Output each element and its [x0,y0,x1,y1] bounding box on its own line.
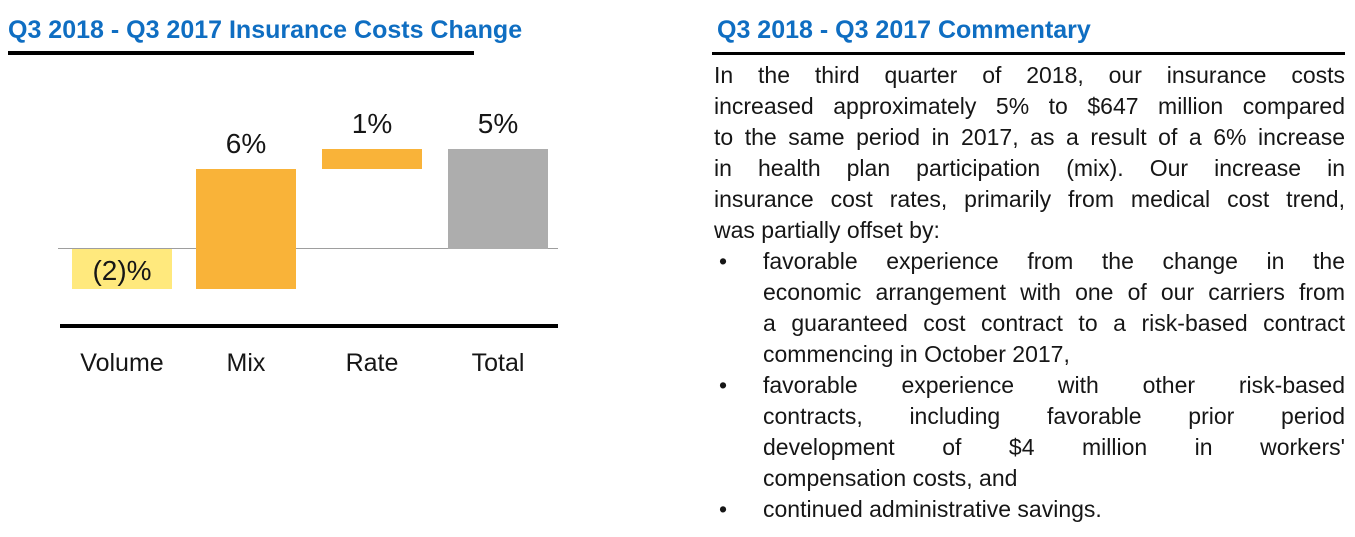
bullet-text: favorable experience from the change in … [763,246,1345,370]
category-label-rate: Rate [345,349,399,377]
bullet-2-line: development of $4 million in workers' [763,434,1345,460]
commentary-title: Q3 2018 - Q3 2017 Commentary [717,16,1091,44]
commentary-title-underline [712,52,1345,55]
value-label-mix: 6% [225,128,267,159]
bullet-item-1: • favorable experience from the change in… [714,246,1345,370]
bar-volume [72,249,172,289]
commentary-paragraph-line: in health plan participation (mix). Our … [714,155,1345,181]
bar-total [448,149,548,249]
chart-zero-line [58,248,558,249]
value-label-rate: 1% [351,108,393,139]
bullet-item-2: • favorable experience with other risk-ba… [714,370,1345,494]
commentary-paragraph-line: insurance cost rates, primarily from med… [714,186,1345,212]
bullet-1-line: economic arrangement with one of our car… [763,279,1345,305]
bullet-2-line: compensation costs, and [763,465,1018,491]
bar-mix [196,169,296,289]
bullet-marker: • [719,372,728,398]
value-label-total: 5% [477,108,519,139]
bullet-text: continued administrative savings. [763,494,1345,525]
commentary-paragraph-line: was partially offset by: [714,217,940,243]
bullet-marker: • [719,248,728,274]
category-label-volume: Volume [80,349,164,377]
bullet-marker: • [719,496,728,522]
waterfall-chart: (2)% Volume 6% Mix 1% Rate 5% Total [58,108,558,377]
chart-x-axis [60,324,558,328]
commentary-paragraph-line: to the same period in 2017, as a result … [714,124,1345,150]
bullet-1-line: commencing in October 2017, [763,341,1070,367]
bullet-1-line: favorable experience from the change in … [763,248,1345,274]
bullet-2-line: contracts, including favorable prior per… [763,403,1345,429]
bullet-1-line: a guaranteed cost contract to a risk-bas… [763,310,1345,336]
bullet-item-3: • continued administrative savings. [714,494,1345,525]
bullet-3-line: continued administrative savings. [763,496,1102,522]
bar-rate [322,149,422,169]
category-label-total: Total [471,349,525,377]
commentary-body: In the third quarter of 2018, our insura… [714,60,1345,525]
bullet-text: favorable experience with other risk-bas… [763,370,1345,494]
value-label-volume: (2)% [92,255,152,286]
commentary-paragraph-line: In the third quarter of 2018, our insura… [714,62,1345,88]
chart-title-underline [8,51,474,55]
chart-title: Q3 2018 - Q3 2017 Insurance Costs Change [8,16,523,44]
category-label-mix: Mix [226,349,266,377]
bullet-2-line: favorable experience with other risk-bas… [763,372,1345,398]
commentary-paragraph-line: increased approximately 5% to $647 milli… [714,93,1345,119]
